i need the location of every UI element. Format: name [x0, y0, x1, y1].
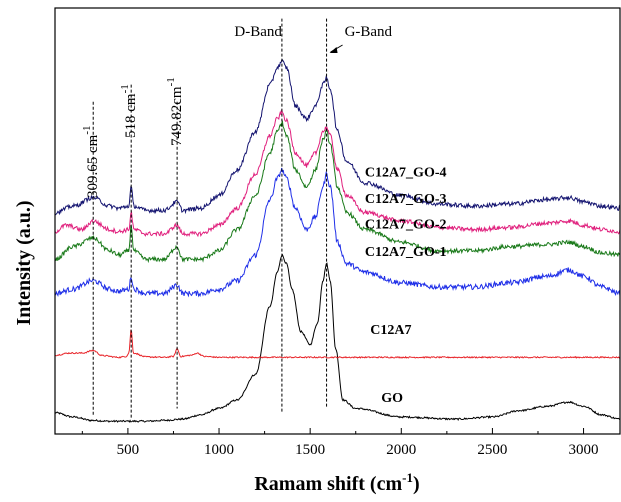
peak-label-sup: -1: [119, 84, 131, 93]
peak-label-749-82cm: 749.82cm-1: [165, 77, 185, 146]
x-axis-title: Ramam shift (cm-1): [254, 470, 419, 495]
x-tick-label-1500: 1500: [295, 442, 325, 458]
x-axis-title-main: Ramam shift (cm: [254, 473, 402, 495]
series-go: [54, 253, 621, 423]
x-axis-title-tail: ): [413, 473, 420, 495]
peak-label-value: 518 cm: [123, 93, 139, 138]
peak-label-value: 749.82cm: [169, 86, 185, 146]
peak-label-value: 309.65 cm: [85, 134, 101, 198]
band-label-d-band: D-Band: [234, 24, 282, 40]
x-tick-label-1000: 1000: [204, 442, 234, 458]
g-band-arrowhead: [329, 47, 338, 53]
x-axis-title-sup: -1: [402, 470, 413, 485]
x-tick-label-500: 500: [117, 442, 140, 458]
peak-label-518-cm: 518 cm-1: [119, 84, 139, 138]
reference-lines: [92, 18, 328, 420]
series-label-c12a7-go-2: C12A7_GO-2: [365, 218, 447, 233]
series-c12a7-go-1: [54, 167, 621, 298]
band-label-g-band: G-Band: [345, 24, 393, 40]
series-c12a7: [54, 329, 621, 359]
series-label-c12a7-go-3: C12A7_GO-3: [365, 192, 447, 207]
series-label-c12a7-go-4: C12A7_GO-4: [365, 165, 447, 180]
x-tick-label-3000: 3000: [569, 442, 599, 458]
y-axis-title: Intensity (a.u.): [13, 200, 35, 325]
x-ticks: 500 1000 1500 2000 2500 3000: [81, 428, 599, 458]
peak-label-sup: -1: [81, 126, 93, 135]
x-tick-label-2000: 2000: [386, 442, 416, 458]
plot-frame: [54, 7, 621, 435]
series-label-go: GO: [381, 391, 403, 406]
peak-label-sup: -1: [165, 77, 177, 86]
series-c12a7-go-3: [54, 108, 621, 238]
peak-label-309-65-cm: 309.65 cm-1: [81, 126, 101, 199]
series-layer: [54, 59, 621, 423]
x-tick-label-2500: 2500: [477, 442, 507, 458]
series-c12a7-go-2: [54, 120, 621, 264]
series-c12a7-go-4: [54, 59, 621, 216]
series-label-c12a7: C12A7: [370, 323, 411, 338]
annotation-layer: C12A7_GO-4 C12A7_GO-3 C12A7_GO-2 C12A7_GO-1…: [81, 24, 446, 406]
series-label-c12a7-go-1: C12A7_GO-1: [365, 245, 447, 260]
